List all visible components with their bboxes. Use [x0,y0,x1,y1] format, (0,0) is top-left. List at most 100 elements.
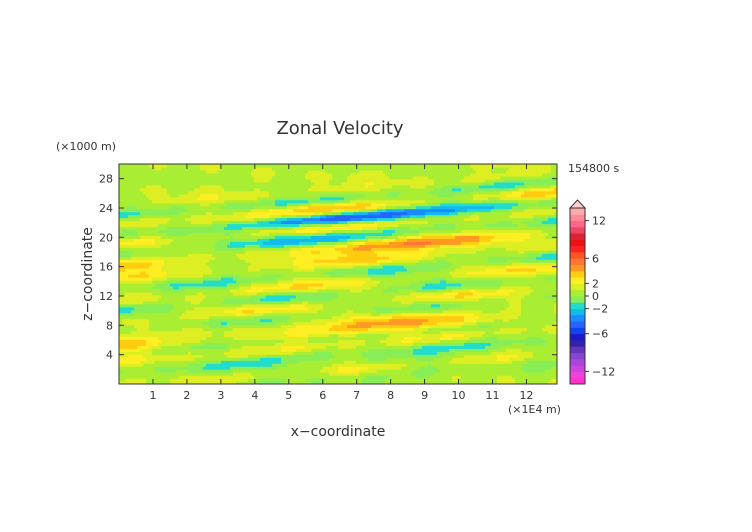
heatmap-cell [194,369,198,373]
heatmap-cell [326,285,330,290]
heatmap-cell [404,294,408,299]
heatmap-cell [287,342,291,346]
heatmap-cell [551,309,555,314]
heatmap-cell [404,375,408,379]
heatmap-cell [329,378,333,382]
heatmap-cell [305,378,309,382]
heatmap-cell [290,336,294,340]
heatmap-cell [470,318,474,323]
heatmap-cell [482,318,486,323]
heatmap-cell [317,345,321,349]
heatmap-cell [260,375,264,379]
heatmap-cell [536,366,540,370]
heatmap-cell [278,372,282,376]
heatmap-cell [206,345,210,349]
heatmap-cell [344,369,348,373]
heatmap-cell [326,372,330,376]
heatmap-cell [269,348,273,352]
heatmap-cell [356,366,360,370]
heatmap-cell [311,354,315,358]
heatmap-cell [281,315,285,320]
heatmap-cell [365,309,369,314]
heatmap-cell [137,348,141,352]
heatmap-cell [371,303,375,308]
heatmap-cell [335,348,339,352]
heatmap-cell [140,303,144,308]
heatmap-cell [443,339,447,343]
heatmap-cell [512,369,516,373]
heatmap-cell [164,354,168,358]
heatmap-cell [215,303,219,308]
heatmap-cell [530,369,534,373]
heatmap-cell [266,375,270,379]
heatmap-cell [497,294,501,299]
heatmap-cell [293,363,297,367]
heatmap-cell [275,312,279,317]
heatmap-cell [296,369,300,373]
heatmap-cell [548,321,552,326]
heatmap-cell [143,303,147,308]
heatmap-cell [440,318,444,323]
heatmap-cell [197,303,201,308]
heatmap-cell [512,336,516,340]
heatmap-cell [380,309,384,314]
heatmap-cell [485,285,489,290]
heatmap-cell [389,300,393,305]
heatmap-cell [536,306,540,311]
heatmap-cell [395,291,399,296]
heatmap-cell [437,303,441,308]
heatmap-cell [404,348,408,352]
heatmap-cell [140,345,144,349]
heatmap-cell [257,345,261,349]
heatmap-cell [425,333,429,338]
heatmap-cell [356,291,360,296]
heatmap-cell [551,321,555,326]
heatmap-cell [299,348,303,352]
heatmap-cell [509,285,513,290]
heatmap-cell [197,381,201,384]
heatmap-cell [539,348,543,352]
heatmap-cell [245,345,249,349]
heatmap-cell [500,354,504,358]
heatmap-cell [221,291,225,296]
heatmap-cell [161,378,165,382]
heatmap-cell [527,372,531,376]
heatmap-cell [554,330,557,335]
heatmap-cell [242,333,246,338]
heatmap-cell [398,375,402,379]
heatmap-cell [425,342,429,346]
heatmap-cell [428,351,432,355]
heatmap-cell [374,357,378,361]
heatmap-cell [119,303,123,308]
heatmap-cell [305,306,309,311]
heatmap-cell [197,345,201,349]
heatmap-cell [215,312,219,317]
heatmap-cell [248,360,252,364]
heatmap-cell [434,354,438,358]
heatmap-cell [398,315,402,320]
heatmap-cell [383,297,387,302]
heatmap-cell [122,318,126,323]
heatmap-cell [542,336,546,340]
heatmap-cell [500,330,504,335]
heatmap-cell [374,354,378,358]
heatmap-cell [248,378,252,382]
heatmap-cell [515,372,519,376]
heatmap-cell [365,366,369,370]
heatmap-cell [389,306,393,311]
heatmap-cell [371,375,375,379]
heatmap-cell [119,345,123,349]
heatmap-cell [470,333,474,338]
heatmap-cell [218,345,222,349]
heatmap-cell [323,330,327,335]
heatmap-cell [281,330,285,335]
heatmap-cell [260,360,264,364]
heatmap-cell [410,294,414,299]
heatmap-cell [170,381,174,384]
heatmap-cell [395,306,399,311]
heatmap-cell [269,378,273,382]
heatmap-cell [209,318,213,323]
heatmap-cell [266,342,270,346]
heatmap-cell [281,294,285,299]
heatmap-cell [308,291,312,296]
